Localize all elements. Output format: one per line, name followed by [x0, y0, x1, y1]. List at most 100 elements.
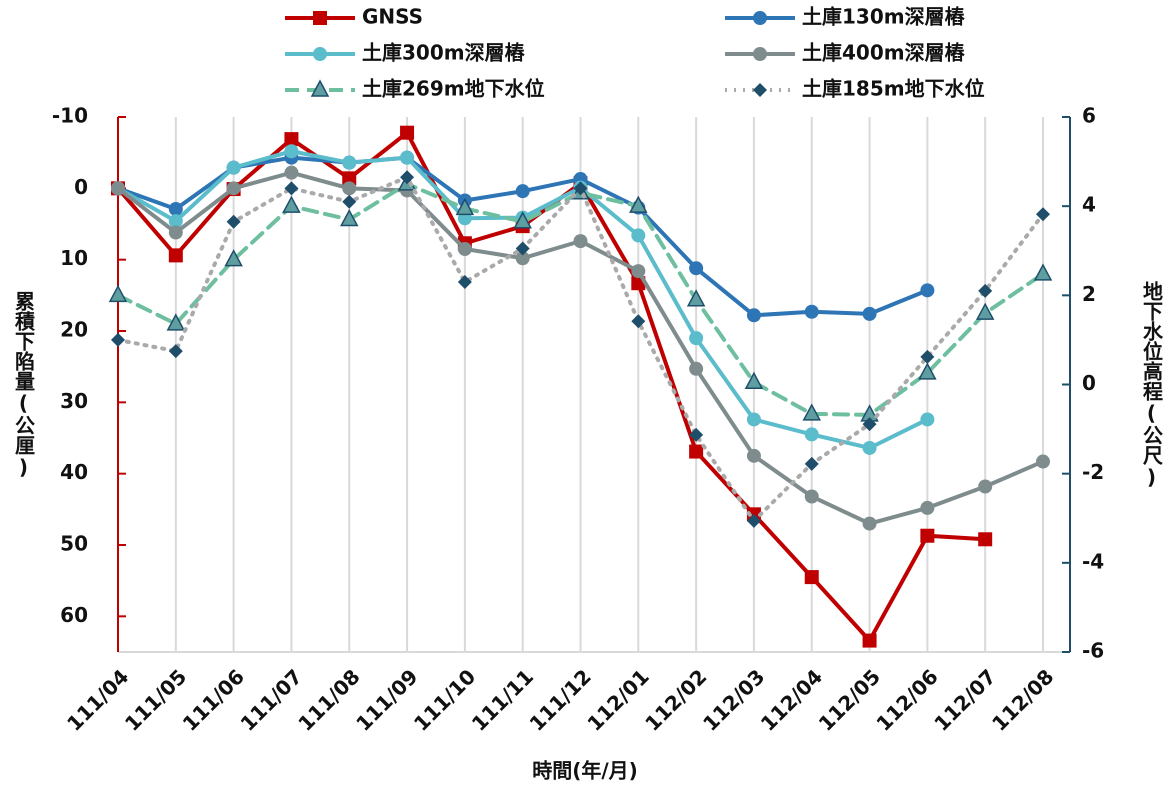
y-tick-label: 40: [60, 460, 88, 484]
data-point: [804, 456, 819, 471]
data-point: [862, 417, 877, 432]
x-tick-label: 111/11: [467, 664, 538, 735]
x-tick-label: 111/04: [62, 664, 133, 735]
y-tick-label: 60: [60, 603, 88, 627]
data-point: [746, 412, 761, 427]
y-tick-label: 30: [60, 389, 88, 413]
data-point: [804, 489, 819, 504]
x-tick-label: 111/08: [293, 664, 364, 735]
data-point: [111, 181, 125, 196]
data-point: [226, 160, 241, 175]
x-tick-label: 111/10: [409, 664, 480, 735]
x-tick-label: 111/07: [236, 664, 307, 735]
data-point: [168, 214, 183, 229]
data-point: [978, 479, 993, 494]
data-point: [920, 528, 935, 543]
data-point: [862, 440, 877, 455]
data-point: [224, 249, 243, 267]
data-point: [166, 313, 186, 331]
legend-marker: [313, 47, 327, 61]
data-point: [746, 448, 761, 463]
data-point: [918, 362, 937, 380]
data-point: [746, 308, 761, 323]
data-point: [282, 195, 301, 213]
data-point: [168, 202, 183, 217]
data-point: [342, 155, 357, 170]
data-point: [226, 214, 241, 229]
data-point: [686, 289, 706, 307]
data-point: [1036, 454, 1050, 469]
data-point: [168, 225, 183, 240]
y-tick-label: 10: [60, 246, 88, 270]
y-tick-label: -10: [52, 104, 88, 128]
x-tick-label: 112/03: [698, 664, 769, 735]
y-axis-title: 累積下陷量(公厘): [12, 291, 36, 479]
data-point: [342, 194, 357, 209]
data-point: [1036, 207, 1050, 222]
data-point: [689, 261, 704, 276]
y2-tick-label: 4: [1082, 193, 1096, 217]
data-point: [631, 264, 646, 279]
data-point: [804, 304, 819, 319]
data-point: [342, 171, 357, 186]
x-tick-label: 111/09: [351, 664, 422, 735]
x-tick-label: 112/08: [987, 664, 1058, 735]
data-point: [1033, 263, 1053, 281]
data-point: [862, 306, 877, 321]
data-point: [515, 251, 530, 266]
data-point: [920, 283, 935, 298]
data-point: [284, 144, 299, 159]
y2-tick-label: -4: [1082, 549, 1104, 573]
legend-label: 土庫269m地下水位: [362, 77, 545, 101]
x-tick-label: 112/01: [582, 664, 653, 735]
x-tick-label: 111/12: [525, 664, 596, 735]
data-point: [226, 181, 241, 196]
y-tick-label: 50: [60, 532, 88, 556]
y2-axis-title: 地下水位高程(公尺): [1140, 281, 1164, 489]
data-point: [284, 181, 299, 196]
data-point: [804, 570, 819, 585]
data-point: [457, 274, 472, 289]
legend-label: GNSS: [362, 5, 423, 29]
legend-label: 土庫300m深層樁: [362, 41, 526, 65]
data-point: [629, 195, 648, 213]
data-point: [631, 228, 646, 243]
legend-label: 土庫185m地下水位: [802, 77, 985, 101]
data-point: [457, 241, 472, 256]
legend-label: 土庫400m深層樁: [802, 41, 966, 65]
data-point: [168, 344, 183, 359]
y2-tick-label: -6: [1082, 639, 1104, 663]
legend-marker: [753, 47, 767, 61]
y2-tick-label: 2: [1082, 282, 1096, 306]
data-point: [513, 211, 532, 229]
data-point: [340, 208, 359, 227]
data-point: [400, 150, 415, 165]
data-point: [168, 248, 183, 263]
data-point: [802, 403, 821, 421]
data-point: [920, 349, 935, 364]
y2-tick-label: -2: [1082, 460, 1104, 484]
data-point: [975, 302, 995, 320]
legend-marker: [753, 11, 767, 25]
data-point: [804, 427, 819, 442]
y2-tick-label: 6: [1082, 104, 1096, 128]
x-tick-label: 111/05: [120, 664, 191, 735]
y-tick-label: 20: [60, 318, 88, 342]
data-point: [400, 125, 415, 140]
legend-marker: [753, 83, 767, 97]
data-point: [920, 500, 935, 515]
data-point: [573, 234, 588, 249]
data-point: [284, 132, 299, 147]
data-point: [689, 427, 704, 442]
legend-marker: [310, 79, 330, 97]
data-point: [920, 412, 935, 427]
x-tick-label: 112/05: [814, 664, 885, 735]
data-point: [111, 332, 125, 347]
data-point: [862, 516, 877, 531]
data-point: [515, 241, 530, 256]
data-point: [978, 283, 993, 298]
y-tick-label: 0: [74, 175, 88, 199]
y2-tick-label: 0: [1082, 371, 1096, 395]
data-point: [108, 284, 128, 303]
data-point: [689, 444, 704, 459]
